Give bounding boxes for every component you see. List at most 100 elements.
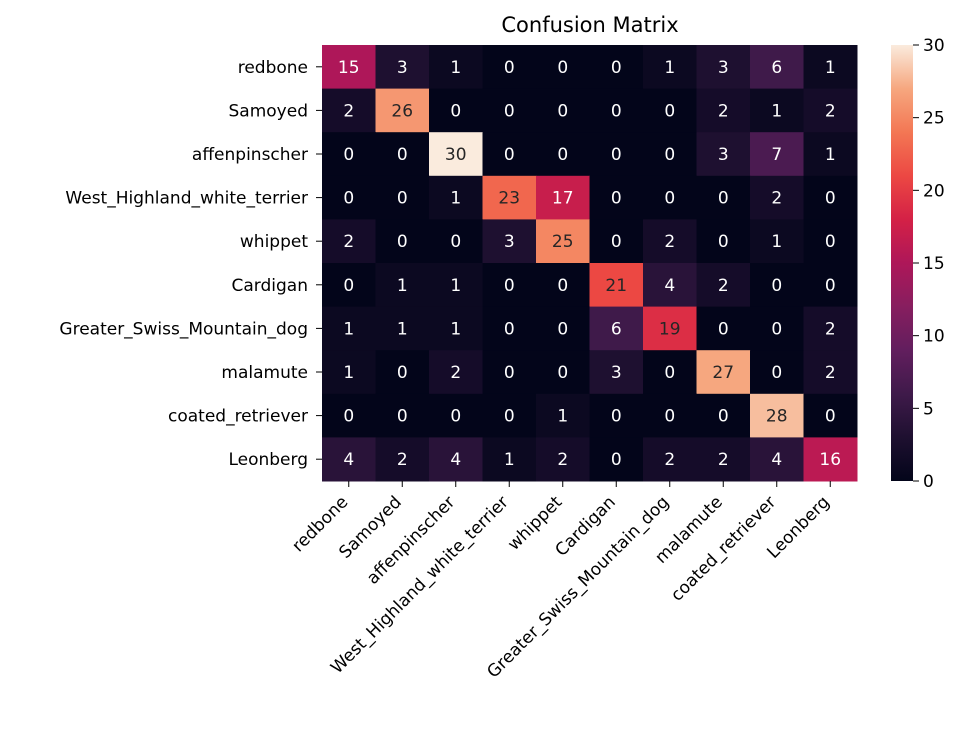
- heatmap-cell: [429, 263, 483, 308]
- heatmap-cell: [750, 263, 804, 308]
- cell-value-label: 26: [391, 101, 413, 121]
- cell-value-label: 0: [557, 276, 568, 296]
- cell-value-label: 0: [664, 189, 675, 209]
- cell-value-label: 3: [718, 145, 729, 165]
- row-tick-label: affenpinscher: [192, 145, 308, 165]
- row-tick-label: Leonberg: [228, 450, 308, 470]
- cell-value-label: 0: [450, 232, 461, 252]
- cell-value-label: 2: [718, 276, 729, 296]
- heatmap-cell: [750, 175, 804, 220]
- heatmap-cell: [803, 88, 858, 133]
- heatmap-cell: [643, 263, 697, 308]
- heatmap-cell: [696, 88, 751, 133]
- heatmap-cell: [536, 175, 590, 220]
- heatmap-cell: [536, 45, 590, 90]
- heatmap-cell: [643, 88, 697, 133]
- heatmap-cell: [429, 350, 483, 395]
- heatmap-cell: [750, 132, 804, 177]
- heatmap-cell: [643, 437, 697, 482]
- colorbar-tick-label: 5: [923, 399, 934, 419]
- heatmap-cell: [429, 219, 483, 264]
- heatmap-cell: [589, 175, 644, 220]
- cell-value-label: 6: [771, 58, 782, 78]
- heatmap-cell: [429, 175, 483, 220]
- cell-value-label: 3: [504, 232, 515, 252]
- cell-value-label: 0: [718, 407, 729, 427]
- heatmap-cell: [536, 219, 590, 264]
- colorbar-tick-label: 30: [923, 36, 945, 56]
- heatmap-cell: [803, 393, 858, 438]
- colorbar-gradient: [891, 45, 913, 481]
- cell-value-label: 4: [450, 450, 461, 470]
- cell-value-label: 6: [611, 319, 622, 339]
- cell-value-label: 0: [611, 407, 622, 427]
- cell-value-label: 1: [343, 363, 354, 383]
- cell-value-label: 0: [557, 101, 568, 121]
- heatmap-cell: [322, 175, 376, 220]
- cell-value-label: 0: [611, 232, 622, 252]
- cell-value-label: 2: [450, 363, 461, 383]
- heatmap-cell: [803, 175, 858, 220]
- cell-value-label: 1: [664, 58, 675, 78]
- cell-value-label: 0: [450, 101, 461, 121]
- chart-title: Confusion Matrix: [501, 13, 678, 37]
- cell-value-label: 27: [712, 363, 734, 383]
- cell-value-label: 3: [397, 58, 408, 78]
- heatmap-cell: [750, 219, 804, 264]
- colorbar-tick-label: 20: [923, 181, 945, 201]
- cell-value-label: 3: [718, 58, 729, 78]
- heatmap-cell: [429, 306, 483, 351]
- heatmap-cell: [536, 88, 590, 133]
- heatmap-cell: [536, 393, 590, 438]
- heatmap-cell: [803, 263, 858, 308]
- heatmap-cell: [643, 132, 697, 177]
- heatmap-cell: [696, 263, 751, 308]
- cell-value-label: 0: [557, 58, 568, 78]
- cell-value-label: 0: [343, 189, 354, 209]
- cell-value-label: 17: [552, 189, 574, 209]
- cell-value-label: 0: [504, 407, 515, 427]
- heatmap-cell: [803, 437, 858, 482]
- cell-value-label: 0: [397, 407, 408, 427]
- heatmap-cell: [322, 437, 376, 482]
- cell-value-label: 0: [664, 145, 675, 165]
- heatmap-cell: [536, 350, 590, 395]
- cell-value-label: 0: [664, 101, 675, 121]
- heatmap-cell: [589, 437, 644, 482]
- heatmap-cell: [643, 350, 697, 395]
- row-tick-label: West_Highland_white_terrier: [65, 189, 308, 209]
- cell-value-label: 0: [504, 363, 515, 383]
- cell-value-label: 4: [664, 276, 675, 296]
- heatmap-cell: [429, 45, 483, 90]
- heatmap-cell: [696, 350, 751, 395]
- cell-value-label: 0: [397, 363, 408, 383]
- cell-value-label: 2: [718, 101, 729, 121]
- cell-value-label: 0: [397, 189, 408, 209]
- cell-value-label: 0: [718, 232, 729, 252]
- heatmap-cell: [322, 393, 376, 438]
- heatmap-cell: [589, 306, 644, 351]
- cell-value-label: 1: [504, 450, 515, 470]
- heatmap-cell: [643, 175, 697, 220]
- cell-value-label: 4: [771, 450, 782, 470]
- cell-value-label: 1: [450, 319, 461, 339]
- colorbar: 0 5 10 15 20 25 30: [891, 36, 945, 492]
- cell-value-label: 0: [825, 232, 836, 252]
- heatmap-cell: [589, 45, 644, 90]
- cell-value-label: 0: [718, 319, 729, 339]
- cell-value-label: 2: [343, 232, 354, 252]
- heatmap-cell: [589, 88, 644, 133]
- cell-value-label: 16: [819, 450, 841, 470]
- cell-value-label: 2: [771, 189, 782, 209]
- heatmap-cell: [696, 219, 751, 264]
- heatmap-cell: [803, 45, 858, 90]
- cell-value-label: 0: [504, 319, 515, 339]
- heatmap-cell: [375, 306, 430, 351]
- cell-value-label: 0: [504, 145, 515, 165]
- cell-value-label: 0: [397, 145, 408, 165]
- cell-value-label: 0: [718, 189, 729, 209]
- cell-value-label: 0: [343, 276, 354, 296]
- cell-value-label: 2: [343, 101, 354, 121]
- heatmap-cell: [750, 350, 804, 395]
